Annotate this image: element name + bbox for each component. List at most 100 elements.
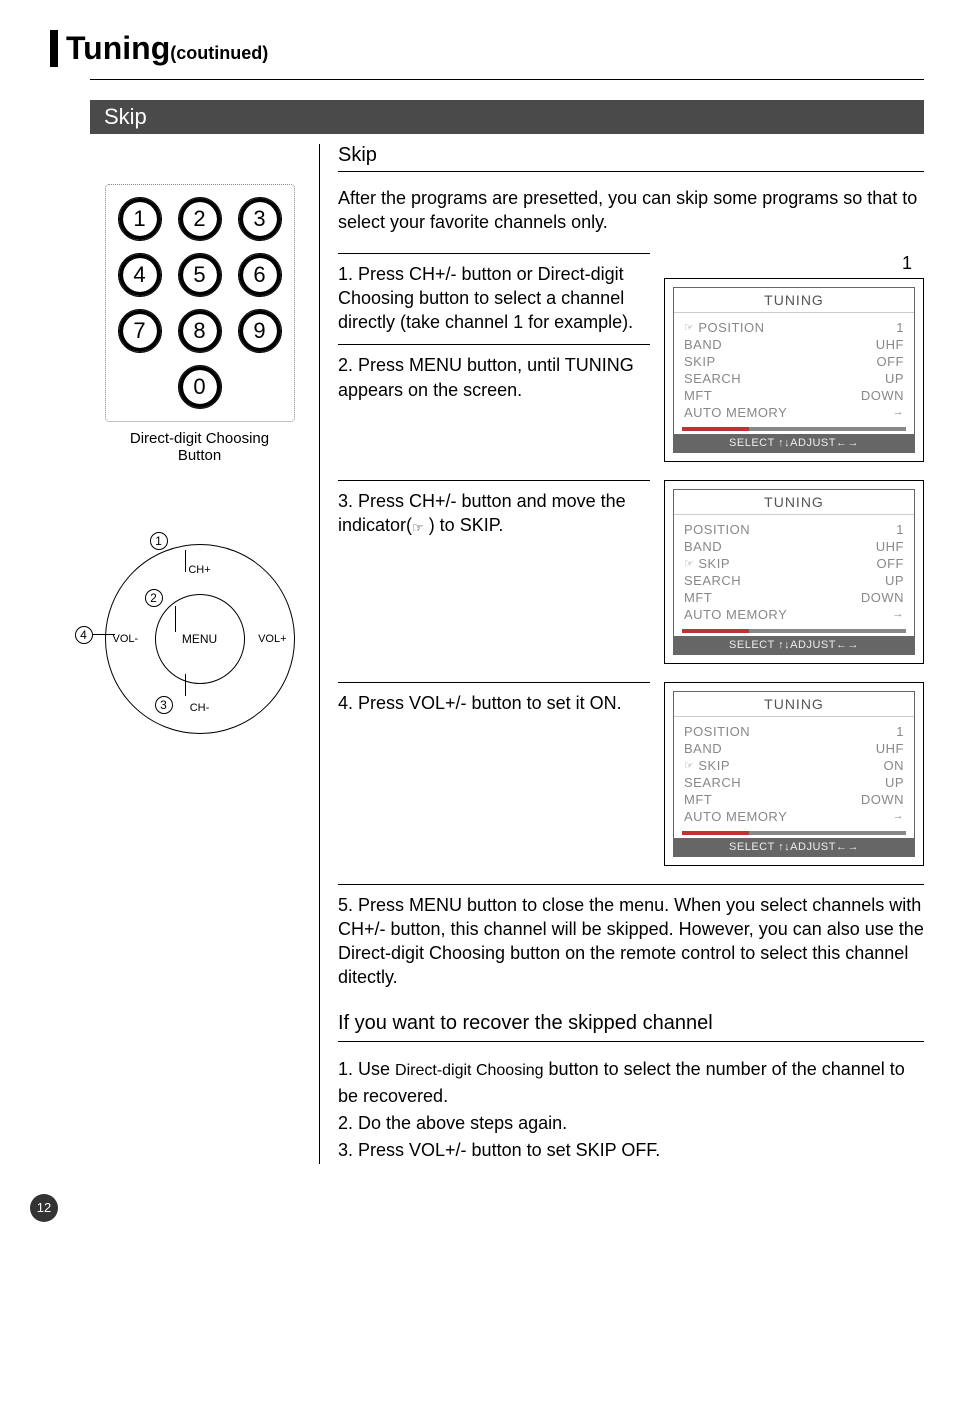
- nav-callout: 1: [150, 532, 168, 550]
- osd-row-label: SKIP: [684, 354, 716, 369]
- pointer-icon: ☞: [684, 557, 694, 570]
- nav-diagram: MENU CH+ CH- VOL- VOL+ 1 2 3 4: [95, 534, 305, 744]
- pointer-icon: ☞: [412, 519, 424, 537]
- osd-row-value: UP: [885, 573, 904, 588]
- osd-row-label: POSITION: [684, 724, 750, 739]
- osd-row-value: 1: [896, 320, 904, 335]
- osd-number: 1: [664, 253, 924, 274]
- osd-box: TUNINGPOSITION1BANDUHF☞SKIPONSEARCHUPMFT…: [673, 691, 915, 857]
- osd-1-wrap: 1 TUNING☞POSITION1BANDUHFSKIPOFFSEARCHUP…: [664, 253, 924, 462]
- keypad-label-line: Direct-digit Choosing: [130, 430, 269, 447]
- osd-row-label-text: MFT: [684, 388, 712, 403]
- osd-footer: SELECT ↑↓ADJUST←→: [674, 838, 914, 856]
- osd-row-value: 1: [896, 724, 904, 739]
- osd-row-value: DOWN: [861, 792, 904, 807]
- keypad-label-line: Button: [178, 447, 221, 464]
- osd-row-label: ☞ SKIP: [684, 758, 730, 773]
- keypad-digit: 2: [193, 206, 205, 232]
- osd-row-value: UP: [885, 775, 904, 790]
- keypad-digit: 5: [193, 262, 205, 288]
- osd-row-label-text: SKIP: [698, 758, 730, 773]
- osd-row-label-text: AUTO MEMORY: [684, 809, 787, 824]
- osd-row: POSITION 1: [684, 723, 904, 740]
- osd-row-label-text: SEARCH: [684, 775, 741, 790]
- nav-label-up: CH+: [188, 564, 210, 576]
- osd-row-label: BAND: [684, 539, 722, 554]
- osd-row-label-text: POSITION: [684, 724, 750, 739]
- osd-row-value: OFF: [877, 354, 905, 369]
- osd-row: MFTDOWN: [684, 791, 904, 808]
- keypad-digit: 8: [193, 318, 205, 344]
- osd-row-value: OFF: [877, 556, 905, 571]
- step-3-text: 3. Press CH+/- button and move the indic…: [338, 480, 650, 664]
- osd-row-label-text: SEARCH: [684, 371, 741, 386]
- keypad-digit: 1: [133, 206, 145, 232]
- osd-row-label: AUTO MEMORY: [684, 809, 787, 824]
- keypad-btn: 4: [118, 253, 162, 297]
- osd-row: BANDUHF: [684, 336, 904, 353]
- pointer-icon: ☞: [684, 759, 694, 772]
- osd-row-value: →: [893, 608, 905, 620]
- nav-callout-line: [185, 550, 186, 572]
- osd-row: SEARCH UP: [684, 774, 904, 791]
- osd-row-label-text: POSITION: [698, 320, 764, 335]
- osd-row-label: POSITION: [684, 522, 750, 537]
- osd-body: POSITION1BANDUHF☞SKIPONSEARCHUPMFTDOWNAU…: [674, 717, 914, 831]
- title-rule: [90, 79, 924, 80]
- page-number-badge: 12: [30, 1194, 58, 1222]
- osd-row-label-text: AUTO MEMORY: [684, 607, 787, 622]
- recover-steps: 1. Use Direct-digit Choosing button to s…: [338, 1056, 924, 1164]
- osd-row-label-text: MFT: [684, 590, 712, 605]
- osd-row-label: ☞SKIP: [684, 556, 730, 571]
- osd-row-label: AUTO MEMORY: [684, 405, 787, 420]
- osd-row-label-text: SKIP: [684, 354, 716, 369]
- osd-footer: SELECT ↑↓ADJUST←→: [674, 636, 914, 654]
- osd-row-value: →: [893, 406, 905, 418]
- osd-row: BANDUHF: [684, 740, 904, 757]
- keypad-diagram: 1 2 3 4 5 6 7 8 9 0: [105, 184, 295, 422]
- osd-row-value: →: [893, 810, 905, 822]
- keypad-digit: 0: [193, 374, 205, 400]
- osd-row: ☞SKIP OFF: [684, 555, 904, 572]
- osd-box: TUNING ☞ POSITION 1BANDUHFSKIP OFFSEARCHUPMF…: [673, 287, 915, 453]
- osd-row: SKIP OFF: [684, 353, 904, 370]
- osd-row-label: SEARCH: [684, 775, 741, 790]
- recover-step-2: 2. Do the above steps again.: [338, 1110, 924, 1137]
- osd-row: MFTDOWN: [684, 387, 904, 404]
- osd-title: TUNING: [674, 288, 914, 313]
- page-title-main: Tuning: [66, 30, 170, 66]
- right-column: Skip After the programs are presetted, y…: [320, 144, 924, 1164]
- subhead: Skip: [338, 144, 924, 172]
- osd-row: AUTO MEMORY →: [684, 808, 904, 825]
- osd-body: POSITION1BANDUHF☞SKIPOFFSEARCHUPMFTDOWNA…: [674, 515, 914, 629]
- keypad-btn: 1: [118, 197, 162, 241]
- recover-1a: 1. Use: [338, 1059, 395, 1079]
- osd-foot-bar: [682, 629, 906, 633]
- keypad-btn: 2: [178, 197, 222, 241]
- osd-row-label: BAND: [684, 741, 722, 756]
- osd-row-label: AUTO MEMORY: [684, 607, 787, 622]
- osd-box: TUNINGPOSITION1BANDUHF☞SKIPOFFSEARCHUPMF…: [673, 489, 915, 655]
- osd-row-label-text: POSITION: [684, 522, 750, 537]
- osd-foot-bar: [682, 831, 906, 835]
- nav-label-down: CH-: [190, 702, 210, 714]
- page-title-wrap: Tuning(coutinued): [50, 30, 924, 67]
- osd-row-value: DOWN: [861, 590, 904, 605]
- nav-callout-line: [185, 674, 186, 696]
- nav-callout: 2: [145, 589, 163, 607]
- osd-2-wrap: TUNINGPOSITION1BANDUHF☞SKIPOFFSEARCHUPMF…: [664, 480, 924, 664]
- step-block: 3. Press CH+/- button and move the indic…: [338, 480, 924, 664]
- keypad-digit: 6: [253, 262, 265, 288]
- osd-row: SEARCHUP: [684, 370, 904, 387]
- osd-row: SEARCH UP: [684, 572, 904, 589]
- osd-row-label: SEARCH: [684, 371, 741, 386]
- section-bar: Skip: [90, 100, 924, 134]
- keypad-btn: 8: [178, 309, 222, 353]
- left-column: 1 2 3 4 5 6 7 8 9 0 Direct-digit Choosin…: [90, 144, 320, 1164]
- keypad-digit: 3: [253, 206, 265, 232]
- osd-title: TUNING: [674, 490, 914, 515]
- nav-callout: 4: [75, 626, 93, 644]
- osd-row-label: SEARCH: [684, 573, 741, 588]
- osd-row: BANDUHF: [684, 538, 904, 555]
- pointer-icon: ☞: [684, 321, 694, 334]
